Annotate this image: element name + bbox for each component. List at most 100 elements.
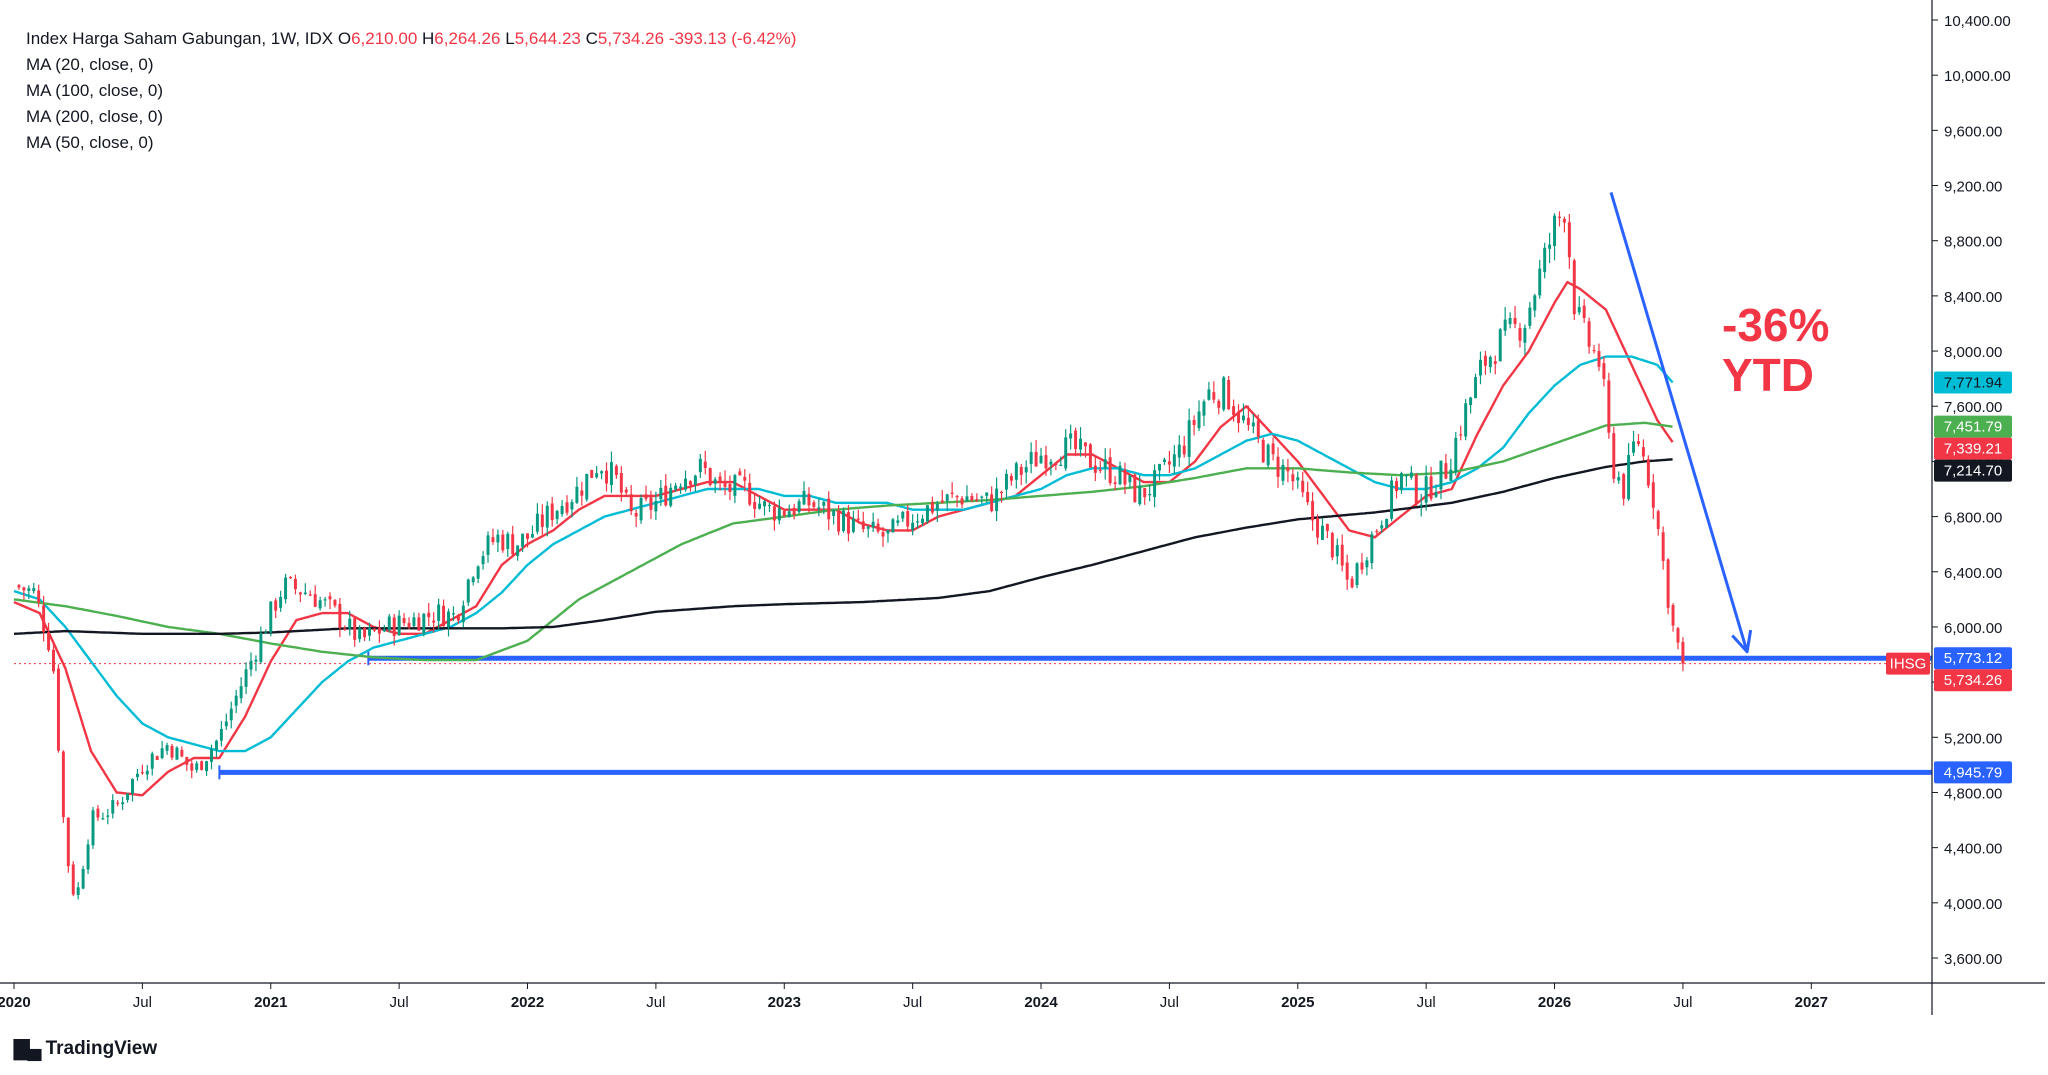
candle[interactable] (1404, 474, 1408, 487)
candle[interactable] (56, 664, 60, 753)
candle[interactable] (1622, 472, 1626, 506)
candle[interactable] (140, 764, 144, 775)
candle[interactable] (575, 476, 579, 504)
candle[interactable] (1533, 293, 1537, 318)
candle[interactable] (940, 489, 944, 504)
candle[interactable] (1158, 463, 1162, 481)
candle[interactable] (1029, 442, 1033, 474)
candle[interactable] (422, 612, 426, 637)
candle[interactable] (945, 493, 949, 512)
candle[interactable] (437, 598, 441, 631)
candle[interactable] (160, 741, 164, 760)
candle[interactable] (249, 652, 253, 677)
candle[interactable] (195, 761, 199, 773)
candle[interactable] (1118, 461, 1122, 486)
candle[interactable] (1148, 484, 1152, 502)
candle[interactable] (728, 475, 732, 501)
candle[interactable] (303, 583, 307, 596)
candle[interactable] (1291, 468, 1295, 491)
candle[interactable] (1681, 637, 1685, 672)
candle[interactable] (1429, 466, 1433, 502)
candle[interactable] (713, 477, 717, 494)
candle[interactable] (1261, 437, 1265, 463)
candle[interactable] (1424, 465, 1428, 511)
candle[interactable] (1014, 461, 1018, 489)
candle[interactable] (1044, 445, 1048, 476)
legend-indicator-ma100[interactable]: MA (100, close, 0) (26, 81, 164, 100)
candle[interactable] (634, 509, 638, 527)
candle[interactable] (1197, 400, 1201, 432)
candle[interactable] (1004, 469, 1008, 499)
candle[interactable] (461, 600, 465, 628)
ma50-price-label[interactable]: 7,771.94 (1934, 371, 2012, 394)
candle[interactable] (180, 746, 184, 758)
candle[interactable] (812, 500, 816, 510)
candle[interactable] (32, 582, 36, 594)
candle[interactable] (906, 504, 910, 532)
candle[interactable] (76, 882, 80, 900)
candle[interactable] (402, 613, 406, 627)
candle[interactable] (96, 805, 100, 821)
candle[interactable] (851, 510, 855, 534)
candle[interactable] (387, 614, 391, 633)
candle[interactable] (1246, 405, 1250, 431)
candle[interactable] (372, 627, 376, 632)
candle[interactable] (605, 462, 608, 492)
candle[interactable] (1241, 403, 1245, 424)
ma20-price-label[interactable]: 7,339.21 (1934, 437, 2012, 460)
candle[interactable] (1464, 398, 1468, 441)
candle[interactable] (772, 501, 776, 531)
candle[interactable] (1419, 493, 1423, 517)
candle[interactable] (585, 473, 589, 502)
support-lower-price-label[interactable]: 4,945.79 (1934, 761, 2012, 784)
candle[interactable] (639, 494, 643, 524)
candle[interactable] (935, 500, 939, 522)
candle[interactable] (170, 743, 174, 761)
candle[interactable] (792, 503, 796, 520)
candle[interactable] (417, 612, 421, 631)
candle[interactable] (649, 490, 653, 520)
candle[interactable] (86, 839, 90, 874)
candle[interactable] (1138, 474, 1142, 506)
candle[interactable] (565, 495, 569, 516)
candle[interactable] (106, 808, 110, 825)
candle[interactable] (1054, 462, 1058, 471)
candle[interactable] (392, 613, 396, 646)
candle[interactable] (1553, 213, 1557, 261)
last-price-label[interactable]: 5,734.26 (1934, 669, 2012, 692)
candle[interactable] (624, 486, 628, 495)
candle[interactable] (1074, 427, 1078, 457)
candle[interactable] (318, 596, 322, 611)
candle[interactable] (1320, 517, 1324, 541)
candle[interactable] (37, 584, 41, 608)
candle[interactable] (1543, 242, 1547, 279)
candle[interactable] (669, 483, 673, 508)
candle[interactable] (965, 485, 969, 502)
candle[interactable] (535, 503, 539, 535)
candle[interactable] (501, 529, 505, 553)
candle[interactable] (66, 817, 70, 873)
candle[interactable] (1380, 520, 1384, 533)
candle[interactable] (42, 595, 46, 642)
candle[interactable] (1375, 528, 1379, 535)
candle[interactable] (1311, 492, 1315, 531)
candle[interactable] (1469, 396, 1473, 414)
candle[interactable] (101, 812, 105, 820)
candle[interactable] (353, 616, 357, 647)
candle[interactable] (1498, 328, 1502, 362)
candle[interactable] (1646, 455, 1650, 489)
candle[interactable] (1582, 299, 1586, 323)
candle[interactable] (269, 601, 273, 637)
candle[interactable] (1162, 457, 1166, 465)
candle[interactable] (763, 499, 767, 516)
candle[interactable] (1478, 351, 1482, 385)
candle[interactable] (960, 496, 964, 509)
candle[interactable] (930, 496, 934, 515)
candle[interactable] (1202, 399, 1206, 426)
candle[interactable] (254, 655, 258, 672)
candle[interactable] (200, 760, 204, 771)
candle[interactable] (743, 469, 747, 492)
candle[interactable] (1069, 424, 1073, 450)
candle[interactable] (1350, 575, 1354, 589)
candle[interactable] (1167, 450, 1171, 473)
